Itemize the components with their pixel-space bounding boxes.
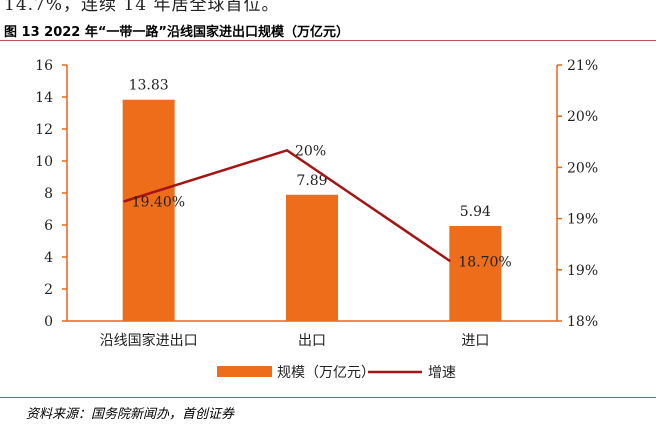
title-rule — [0, 40, 656, 41]
bar — [449, 225, 502, 321]
left-y-axis: 0 2 4 6 8 10 12 14 16 — [35, 58, 68, 330]
intro-text: 14.7%，连续 14 年居全球首位。 — [4, 0, 280, 15]
left-tick-label: 2 — [44, 282, 53, 298]
bar — [286, 194, 338, 321]
left-tick-label: 14 — [35, 90, 53, 106]
left-tick-label: 8 — [44, 186, 53, 202]
left-tick-label: 0 — [44, 314, 53, 330]
legend-label-bar: 规模（万亿元） — [277, 365, 375, 381]
source-rule — [0, 397, 656, 398]
legend-label-line: 增速 — [428, 365, 456, 381]
line-series: 19.40% 20% 18.70% — [123, 143, 512, 270]
right-tick-label: 18% — [567, 314, 598, 330]
right-tick-label: 20% — [567, 160, 598, 176]
left-tick-label: 12 — [35, 122, 53, 138]
x-axis: 沿线国家进出口 出口 进口 — [67, 320, 557, 349]
bar-data-label: 7.89 — [296, 173, 327, 189]
line-data-label: 20% — [295, 143, 326, 159]
line-data-label: 19.40% — [132, 195, 185, 211]
left-tick-label: 10 — [35, 154, 53, 170]
right-tick-label: 21% — [567, 58, 598, 74]
legend: 规模（万亿元） 增速 — [217, 365, 456, 381]
right-tick-label: 20% — [567, 109, 598, 125]
bar-data-label: 13.83 — [129, 78, 169, 94]
right-y-axis: 18% 19% 19% 20% 20% 21% — [556, 58, 598, 330]
left-tick-label: 6 — [44, 218, 53, 234]
right-tick-label: 19% — [567, 212, 598, 228]
bar — [122, 99, 175, 321]
bar-series: 13.83 7.89 5.94 — [122, 78, 502, 321]
figure-title: 图 13 2022 年“一带一路”沿线国家进出口规模（万亿元） — [4, 25, 349, 40]
left-tick-label: 4 — [44, 250, 53, 266]
source-note: 资料来源：国务院新闻办，首创证券 — [26, 407, 235, 422]
x-tick-label: 进口 — [461, 333, 489, 349]
bar-data-label: 5.94 — [460, 204, 491, 220]
x-tick-label: 沿线国家进出口 — [100, 332, 198, 349]
right-tick-label: 19% — [567, 263, 598, 279]
line-data-label: 18.70% — [458, 254, 511, 270]
x-tick-label: 出口 — [298, 333, 326, 349]
legend-swatch-bar — [217, 366, 272, 377]
left-tick-label: 16 — [35, 58, 53, 74]
